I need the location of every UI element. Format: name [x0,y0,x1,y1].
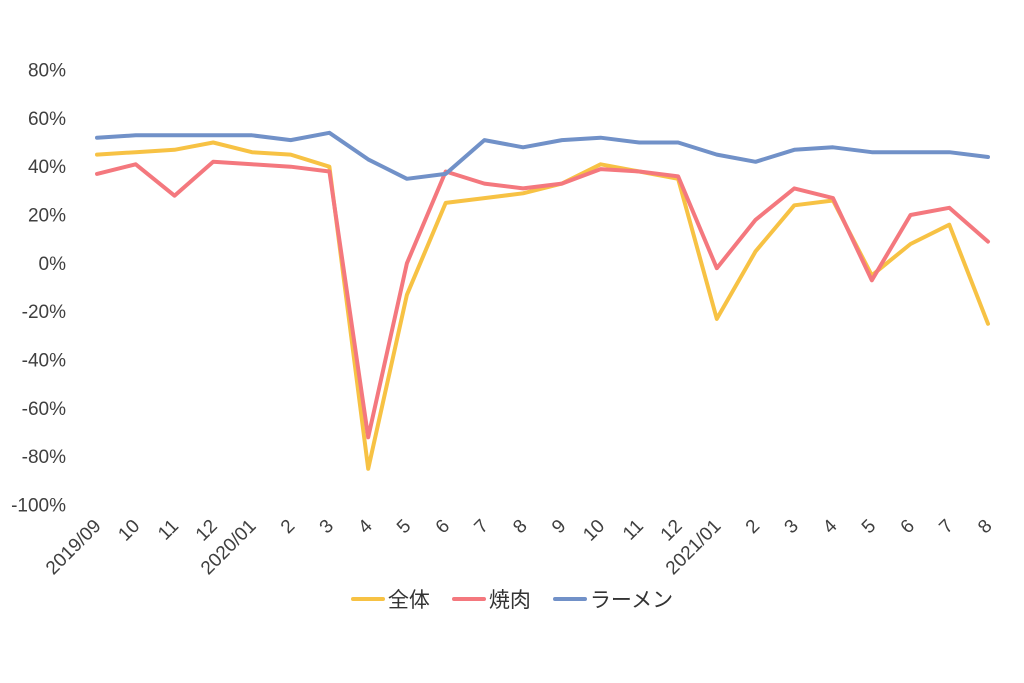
y-axis-label: 80% [28,61,66,82]
x-axis-label: 10 [114,516,144,546]
series-line-yakiniku[interactable] [95,159,990,440]
series-line-overall[interactable] [95,140,990,471]
y-axis-label: -100% [11,496,66,517]
legend-label-yakiniku: 焼肉 [488,589,531,612]
x-axis-label: 9 [548,516,570,538]
legend-swatch-yakiniku [451,597,486,601]
x-axis-label: 6 [897,516,919,538]
legend-item-overall[interactable]: 全体 [350,584,430,614]
x-axis-label: 11 [154,516,183,545]
x-axis-label: 2019/09 [42,516,105,579]
y-axis-label: 0% [39,254,67,275]
x-axis-label: 7 [471,516,493,538]
x-axis-label: 5 [393,516,415,538]
x-axis-label: 12 [192,516,222,546]
x-axis-label: 11 [619,516,648,545]
x-axis-label: 10 [579,516,609,546]
legend-label-ramen: ラーメン [589,589,674,612]
x-axis-label: 6 [432,516,454,538]
legend-item-ramen[interactable]: ラーメン [552,584,674,614]
y-axis-label: 20% [28,206,66,227]
x-axis-label: 2 [742,516,764,538]
x-axis-label: 7 [935,516,957,538]
x-axis-label: 4 [819,515,842,538]
y-axis-label: 60% [28,109,66,130]
y-axis-label: -40% [22,351,66,372]
trend-line-chart: 80% 60% 40% 20% 0% -20% -40% -60% -80% -100%2019/… [11,61,996,580]
x-axis-label: 2 [277,516,299,538]
legend-swatch-overall [350,597,385,601]
legend-swatch-ramen [552,597,587,601]
x-axis-label: 5 [858,516,880,538]
x-axis-label: 3 [781,516,803,538]
x-axis-label: 8 [974,516,996,538]
x-axis-label: 4 [354,515,377,538]
x-axis-label: 12 [657,516,687,546]
legend-label-overall: 全体 [387,589,430,612]
y-axis-label: -60% [22,399,66,420]
x-axis-label: 3 [316,516,338,538]
y-axis-label: -20% [22,302,66,323]
y-axis-label: -80% [22,447,66,468]
y-axis-label: 40% [28,157,66,178]
series-line-ramen[interactable] [95,130,990,181]
chart-legend: 全体 焼肉 ラーメン [0,584,1024,614]
legend-item-yakiniku[interactable]: 焼肉 [451,584,531,614]
x-axis-label: 8 [509,516,531,538]
